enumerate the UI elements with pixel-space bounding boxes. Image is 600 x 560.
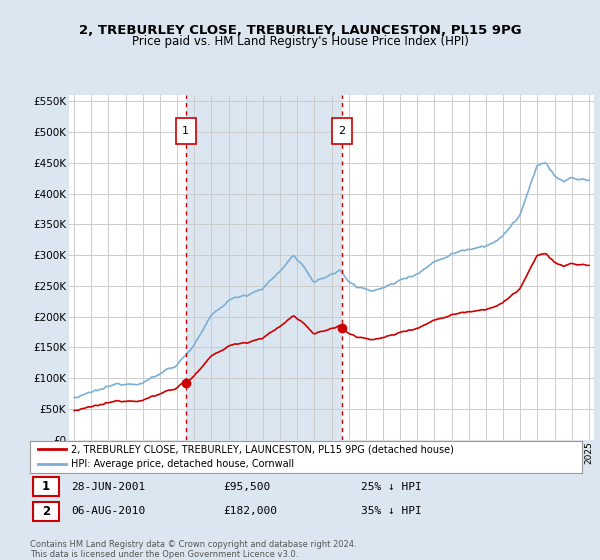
Text: 1: 1 (42, 480, 50, 493)
Text: HPI: Average price, detached house, Cornwall: HPI: Average price, detached house, Corn… (71, 459, 295, 469)
Text: 2, TREBURLEY CLOSE, TREBURLEY, LAUNCESTON, PL15 9PG: 2, TREBURLEY CLOSE, TREBURLEY, LAUNCESTO… (79, 24, 521, 36)
FancyBboxPatch shape (332, 119, 352, 144)
Text: 2, TREBURLEY CLOSE, TREBURLEY, LAUNCESTON, PL15 9PG (detached house): 2, TREBURLEY CLOSE, TREBURLEY, LAUNCESTO… (71, 445, 454, 455)
Text: 2: 2 (338, 127, 346, 137)
Text: 35% ↓ HPI: 35% ↓ HPI (361, 506, 422, 516)
Text: £95,500: £95,500 (223, 482, 271, 492)
Text: 2: 2 (42, 505, 50, 518)
FancyBboxPatch shape (33, 477, 59, 496)
Text: 06-AUG-2010: 06-AUG-2010 (71, 506, 146, 516)
Text: £182,000: £182,000 (223, 506, 277, 516)
Bar (185, 95, 342, 440)
Text: Contains HM Land Registry data © Crown copyright and database right 2024.
This d: Contains HM Land Registry data © Crown c… (30, 540, 356, 559)
Text: 1: 1 (182, 127, 189, 137)
FancyBboxPatch shape (176, 119, 196, 144)
FancyBboxPatch shape (33, 502, 59, 521)
Text: 28-JUN-2001: 28-JUN-2001 (71, 482, 146, 492)
Text: 25% ↓ HPI: 25% ↓ HPI (361, 482, 422, 492)
Text: Price paid vs. HM Land Registry's House Price Index (HPI): Price paid vs. HM Land Registry's House … (131, 35, 469, 48)
